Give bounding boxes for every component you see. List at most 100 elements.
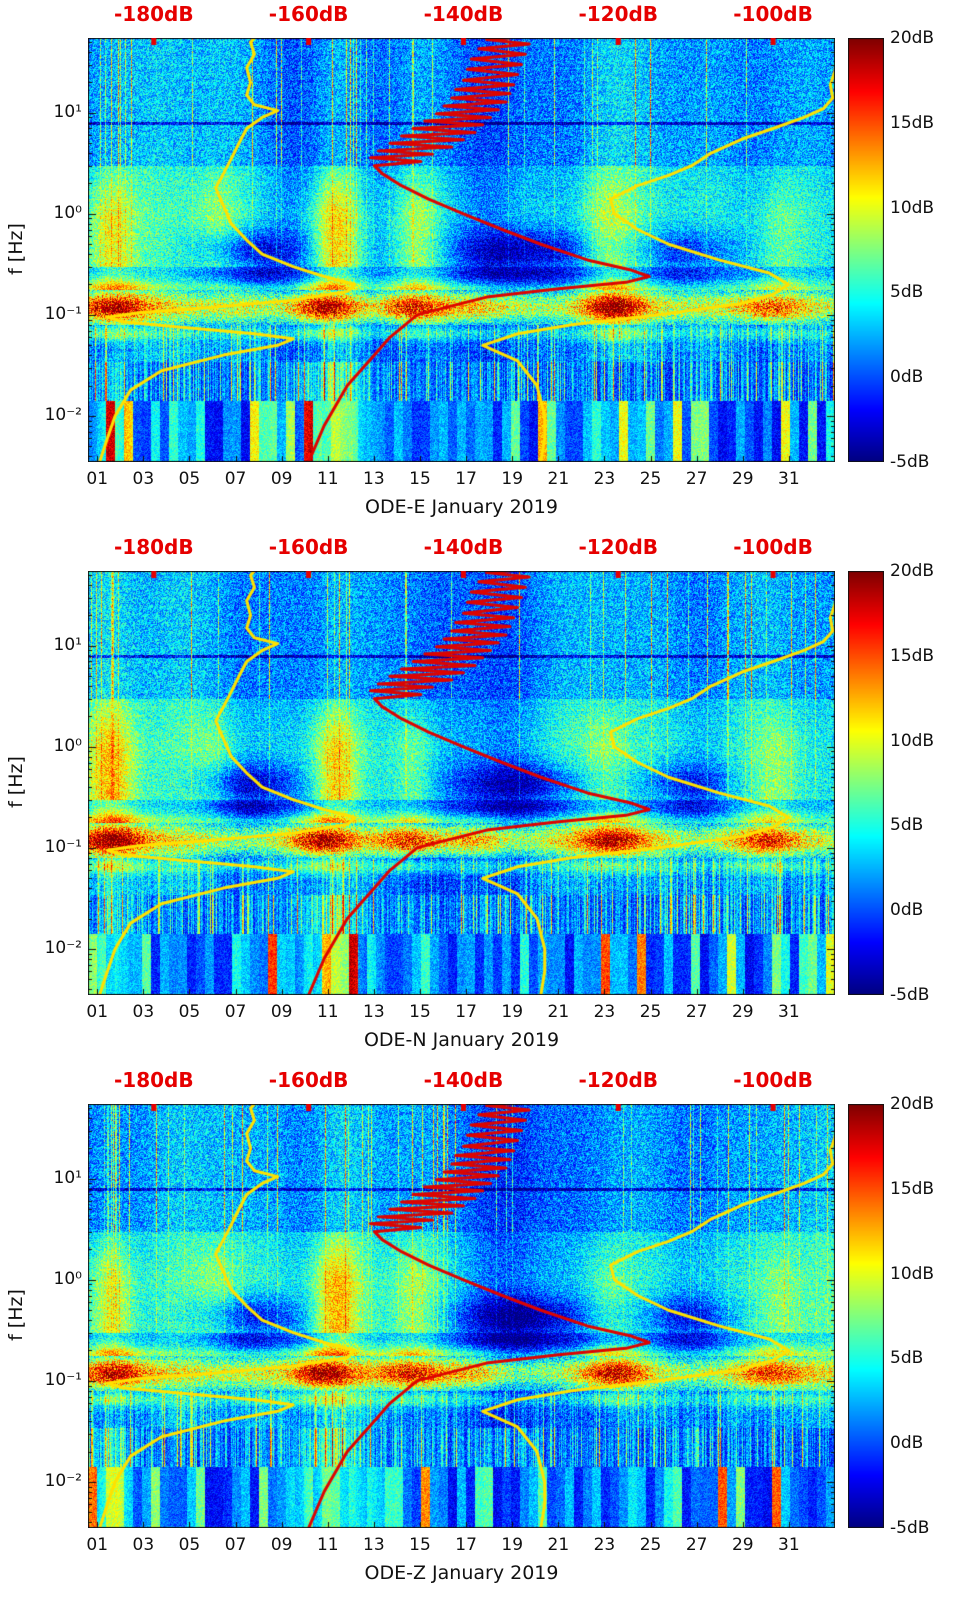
top-db-label: -160dB: [268, 535, 349, 559]
x-tick-label: 17: [455, 1002, 477, 1022]
x-tick-label: 03: [132, 1002, 155, 1022]
x-tick-label: 17: [455, 469, 477, 489]
spectrogram-canvas-ode-e: [88, 38, 835, 462]
y-tick-label: 10⁻²: [44, 404, 82, 425]
x-tick-label: 03: [132, 1535, 155, 1555]
colorbar-tick-label: 20dB: [890, 28, 935, 48]
colorbar-ode-e: [848, 38, 884, 462]
colorbar-tick-label: 5dB: [890, 815, 924, 836]
y-tick-label: 10⁻¹: [44, 1369, 82, 1390]
y-tick-label: 10⁻¹: [44, 303, 82, 324]
x-axis-title: ODE-E January 2019: [365, 496, 558, 518]
top-axis-db-labels: -180dB -160dB -140dB -120dB -100dB: [88, 2, 835, 32]
colorbar-tick-label: 0dB: [890, 1433, 924, 1454]
colorbar-tick-label: 5dB: [890, 1348, 924, 1369]
colorbar-tick-label: 20dB: [890, 561, 935, 581]
x-tick-label: 27: [685, 1535, 708, 1555]
spectrogram-canvas-ode-z: [88, 1104, 835, 1528]
x-tick-label: 31: [778, 1002, 800, 1022]
x-tick-label: 09: [270, 1535, 293, 1555]
panel-ode-n: -180dB -160dB -140dB -120dB -100dB f [Hz] 10…: [0, 533, 962, 1066]
x-tick-label: 05: [178, 1002, 201, 1022]
x-tick-label: 13: [363, 1535, 385, 1555]
x-tick-label: 23: [593, 469, 616, 489]
x-tick-label: 29: [731, 1535, 754, 1555]
x-axis-title: ODE-Z January 2019: [364, 1562, 559, 1584]
top-db-label: -100dB: [733, 535, 813, 559]
x-tick-label: 21: [547, 1002, 570, 1022]
top-db-label: -120dB: [578, 2, 659, 26]
spectrogram-canvas-ode-n: [88, 571, 835, 995]
x-tick-label: 15: [409, 469, 431, 489]
y-tick-label: 10¹: [53, 101, 82, 122]
x-tick-label: 11: [316, 1535, 339, 1555]
x-tick-label: 09: [270, 469, 293, 489]
x-tick-label: 03: [132, 469, 155, 489]
y-tick-label: 10⁻²: [44, 1470, 82, 1491]
y-tick-label: 10⁰: [53, 202, 82, 223]
x-tick-label: 29: [731, 469, 754, 489]
top-db-label: -140dB: [423, 2, 504, 26]
y-tick-label: 10¹: [53, 1167, 82, 1188]
x-tick-label: 09: [270, 1002, 293, 1022]
top-axis-db-labels: -180dB -160dB -140dB -120dB -100dB: [88, 535, 835, 565]
x-tick-label: 01: [86, 1535, 109, 1555]
colorbar-tick-label: 15dB: [890, 1178, 935, 1199]
x-tick-label: 05: [178, 469, 201, 489]
x-tick-label: 25: [639, 1535, 662, 1555]
colorbar-tick-label: -5dB: [890, 985, 930, 1005]
top-db-label: -140dB: [423, 1068, 504, 1092]
top-db-label: -180dB: [113, 2, 194, 26]
colorbar-ode-z: [848, 1104, 884, 1528]
x-tick-label: 21: [547, 1535, 570, 1555]
x-tick-label: 23: [593, 1002, 616, 1022]
top-axis-db-labels: -180dB -160dB -140dB -120dB -100dB: [88, 1068, 835, 1098]
x-tick-label: 07: [224, 469, 247, 489]
top-db-label: -180dB: [113, 535, 194, 559]
colorbar-tick-label: 15dB: [890, 112, 935, 133]
x-tick-label: 25: [639, 1002, 662, 1022]
x-tick-label: 13: [363, 469, 385, 489]
x-tick-label: 31: [778, 469, 800, 489]
y-tick-label: 10¹: [53, 634, 82, 655]
colorbar-tick-label: 5dB: [890, 282, 924, 303]
x-tick-label: 11: [316, 469, 339, 489]
panel-ode-e: -180dB -160dB -140dB -120dB -100dB f [Hz] 10…: [0, 0, 962, 533]
x-tick-label: 07: [224, 1535, 247, 1555]
x-axis-title: ODE-N January 2019: [363, 1029, 560, 1051]
colorbar-tick-label: -5dB: [890, 1518, 930, 1538]
top-db-label: -160dB: [268, 1068, 349, 1092]
top-db-label: -180dB: [113, 1068, 194, 1092]
y-tick-label: 10⁻¹: [44, 836, 82, 857]
panel-ode-z: -180dB -160dB -140dB -120dB -100dB f [Hz] 10…: [0, 1066, 962, 1599]
x-tick-label: 19: [501, 1002, 524, 1022]
x-tick-label: 15: [409, 1002, 431, 1022]
top-db-label: -120dB: [578, 1068, 659, 1092]
x-tick-label: 13: [363, 1002, 385, 1022]
x-tick-label: 23: [593, 1535, 616, 1555]
x-tick-label: 01: [86, 469, 109, 489]
x-tick-label: 29: [731, 1002, 754, 1022]
colorbar-ode-n: [848, 571, 884, 995]
x-tick-label: 27: [685, 469, 708, 489]
x-tick-label: 27: [685, 1002, 708, 1022]
top-db-label: -100dB: [733, 2, 813, 26]
x-tick-label: 01: [86, 1002, 109, 1022]
y-tick-label: 10⁰: [53, 735, 82, 756]
top-db-label: -100dB: [733, 1068, 813, 1092]
y-tick-label: 10⁻²: [44, 937, 82, 958]
x-tick-label: 11: [316, 1002, 339, 1022]
top-db-label: -120dB: [578, 535, 659, 559]
colorbar-tick-label: 10dB: [890, 730, 935, 751]
x-tick-label: 05: [178, 1535, 201, 1555]
x-tick-label: 25: [639, 469, 662, 489]
colorbar-tick-label: -5dB: [890, 452, 930, 472]
x-tick-label: 19: [501, 1535, 524, 1555]
top-db-label: -160dB: [268, 2, 349, 26]
colorbar-tick-label: 15dB: [890, 645, 935, 666]
x-tick-label: 19: [501, 469, 524, 489]
x-tick-label: 17: [455, 1535, 477, 1555]
colorbar-tick-label: 20dB: [890, 1094, 935, 1114]
colorbar-tick-label: 0dB: [890, 367, 924, 388]
colorbar-tick-label: 10dB: [890, 197, 935, 218]
